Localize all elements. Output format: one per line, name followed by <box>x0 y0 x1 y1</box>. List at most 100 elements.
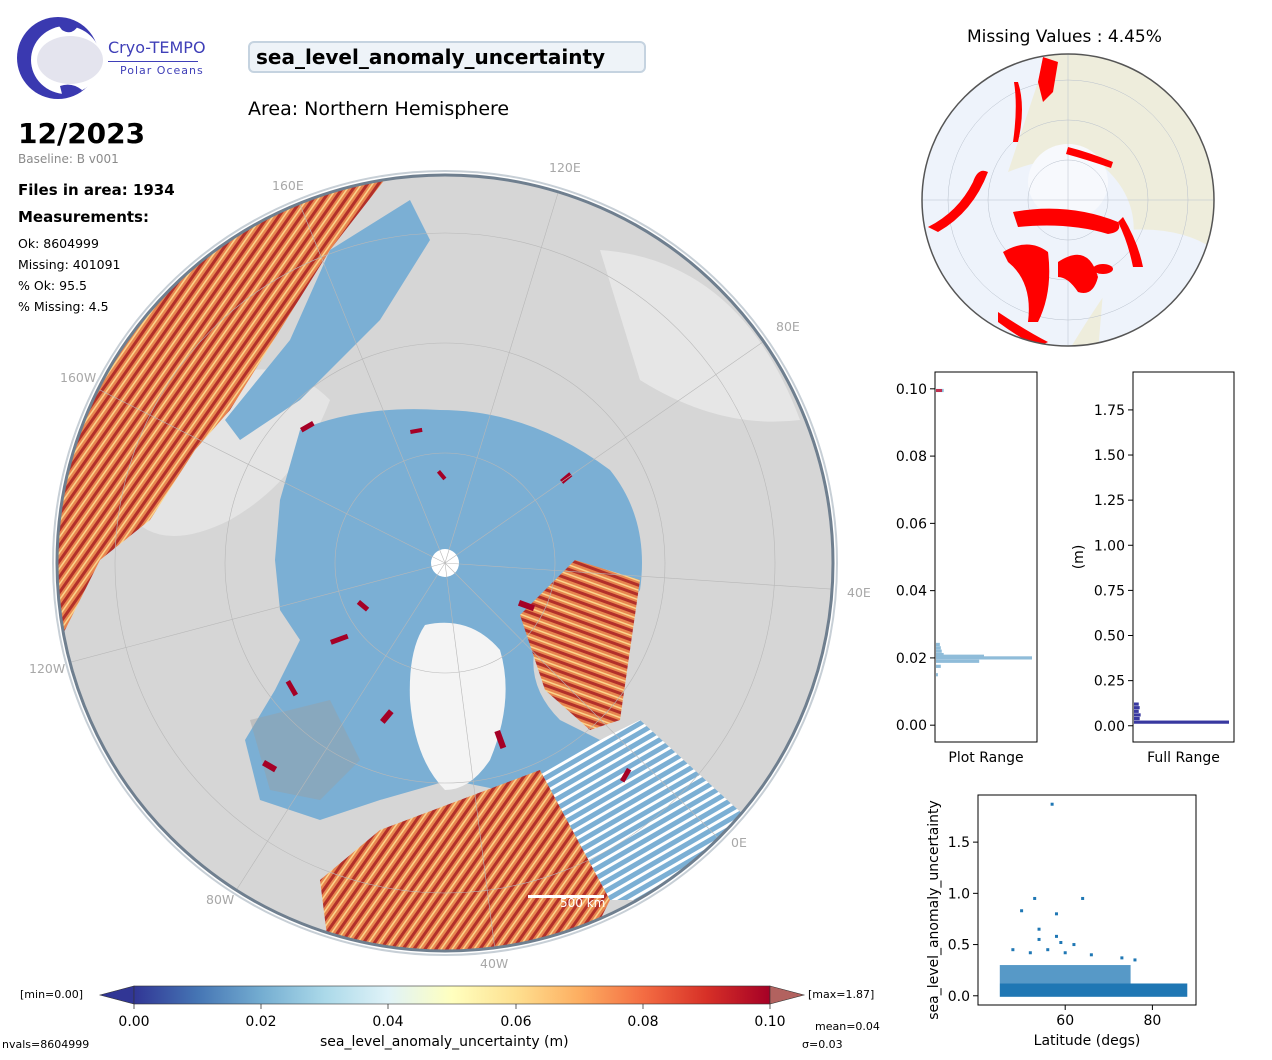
y-tick-label: 1.50 <box>1094 448 1125 464</box>
y-tick-label: 0.10 <box>896 382 927 398</box>
hist-bar <box>936 664 941 668</box>
logo-subtitle: Polar Oceans <box>120 64 204 77</box>
lon-label-160w: 160W <box>60 370 96 385</box>
ok-count: Ok: 8604999 <box>18 236 99 251</box>
y-tick-label: 0.02 <box>896 651 927 667</box>
y-tick-label: 0.08 <box>896 449 927 465</box>
mean-value: mean=0.04 <box>815 1020 880 1033</box>
scatter-point <box>1054 912 1058 916</box>
y-tick-label: 0.25 <box>1094 674 1125 690</box>
missing-map-title: Missing Values : 4.45% <box>967 27 1162 47</box>
x-tick-label: 80 <box>1143 1013 1161 1029</box>
x-axis-label: Full Range <box>1147 750 1220 766</box>
hist-bar <box>936 673 938 677</box>
scatter-point <box>1037 927 1041 931</box>
lon-label-40e: 40E <box>847 585 871 600</box>
main-polar-map: 500 km 120E 160E 80E 160W 40E 120W 0E 80… <box>29 160 871 971</box>
hist-bar <box>936 652 944 657</box>
scatter-point <box>1020 909 1024 913</box>
y-axis-label: (m) <box>1071 545 1087 570</box>
hist-bar-outlier <box>936 389 942 392</box>
scatter-point <box>1081 896 1085 900</box>
files-count: Files in area: 1934 <box>18 181 175 199</box>
y-tick-label: 0.0 <box>948 989 970 1005</box>
hist-bar <box>1134 706 1140 710</box>
y-tick-label: 0.5 <box>948 938 970 954</box>
scatter-point <box>1054 934 1058 938</box>
missing-count: Missing: 401091 <box>18 257 121 272</box>
hist-bar <box>936 642 940 647</box>
lon-label-40w: 40W <box>480 956 508 971</box>
sigma-value: σ=0.03 <box>802 1038 843 1051</box>
y-tick-label: 0.00 <box>1094 719 1125 735</box>
x-axis-label: Latitude (degs) <box>1034 1033 1141 1049</box>
plot-frame <box>1132 371 1235 743</box>
hist-bar <box>936 649 942 653</box>
y-tick-label: 1.5 <box>948 835 970 851</box>
date-label: 12/2023 <box>18 117 146 150</box>
baseline-label: Baseline: B v001 <box>18 152 119 166</box>
lon-label-80e: 80E <box>776 319 800 334</box>
measurements-heading: Measurements: <box>18 208 149 226</box>
y-axis-label: sea_level_anomaly_uncertainty <box>926 800 942 1020</box>
scatter-point <box>1133 958 1137 962</box>
y-tick-label: 0.50 <box>1094 629 1125 645</box>
missing-values-map <box>921 53 1215 347</box>
colorbar-min-label: [min=0.00] <box>20 988 84 1001</box>
x-axis-label: Plot Range <box>948 750 1023 766</box>
y-tick-label: 1.0 <box>948 886 970 902</box>
colorbar-max-label: [max=1.87] <box>808 988 875 1001</box>
lon-label-0e: 0E <box>731 835 747 850</box>
lon-label-120w: 120W <box>29 661 65 676</box>
parameter-title: sea_level_anomaly_uncertainty <box>248 41 646 73</box>
hist-bar <box>936 656 1032 660</box>
scatter-point <box>1089 953 1093 957</box>
scatter-point <box>1120 956 1124 960</box>
scatter-dense-band <box>999 983 1188 997</box>
y-tick-label: 0.00 <box>896 718 927 734</box>
colorbar-tick: 0.06 <box>500 1014 531 1030</box>
lon-label-120e: 120E <box>549 160 581 175</box>
hist-bar <box>1134 720 1229 724</box>
colorbar-tick: 0.10 <box>754 1014 785 1030</box>
hist-bar <box>1134 702 1139 706</box>
x-tick-label: 60 <box>1056 1013 1074 1029</box>
scatter-point <box>1011 948 1015 952</box>
hist-bar <box>936 646 941 650</box>
lon-label-80w: 80W <box>206 892 234 907</box>
colorbar-tick: 0.02 <box>245 1014 276 1030</box>
hist-plot-range-panel: 0.00 0.02 0.04 0.06 0.08 0.10 Plot Range <box>896 371 1038 766</box>
scatter-point <box>1063 951 1067 955</box>
scatter-upper-band <box>999 965 1131 984</box>
hist-bar <box>1134 713 1141 717</box>
scatter-point <box>1046 948 1050 952</box>
scale-bar <box>528 895 604 898</box>
scale-bar-label: 500 km <box>560 896 605 910</box>
plot-frame <box>934 371 1038 743</box>
cryo-tempo-logo <box>17 17 103 99</box>
scatter-point <box>1072 943 1076 947</box>
logo-title: Cryo-TEMPO <box>108 38 206 57</box>
scatter-point <box>1037 937 1041 941</box>
colorbar-tick: 0.00 <box>118 1014 149 1030</box>
y-tick-label: 1.25 <box>1094 493 1125 509</box>
y-tick-label: 0.06 <box>896 516 927 532</box>
scatter-point <box>1059 941 1063 945</box>
scatter-point <box>1033 896 1037 900</box>
hist-full-range-panel: 0.00 0.25 0.50 0.75 1.00 1.25 1.50 1.75 Full Ran… <box>1071 371 1235 766</box>
colorbar-tick: 0.08 <box>627 1014 658 1030</box>
colorbar-tick: 0.04 <box>372 1014 403 1030</box>
scatter-point <box>1050 802 1054 806</box>
hist-bar <box>936 654 984 658</box>
logo-rule <box>108 61 198 62</box>
area-label: Area: Northern Hemisphere <box>248 98 510 120</box>
y-tick-label: 1.75 <box>1094 403 1125 419</box>
scatter-point <box>1028 951 1032 955</box>
nvals-value: nvals=8604999 <box>2 1038 90 1051</box>
hist-bar <box>936 659 980 663</box>
colorbar: 0.00 0.02 0.04 0.06 0.08 0.10 <box>98 985 806 1030</box>
pct-ok: % Ok: 95.5 <box>18 278 87 293</box>
y-tick-label: 1.00 <box>1094 538 1125 554</box>
lon-label-160e: 160E <box>272 178 304 193</box>
